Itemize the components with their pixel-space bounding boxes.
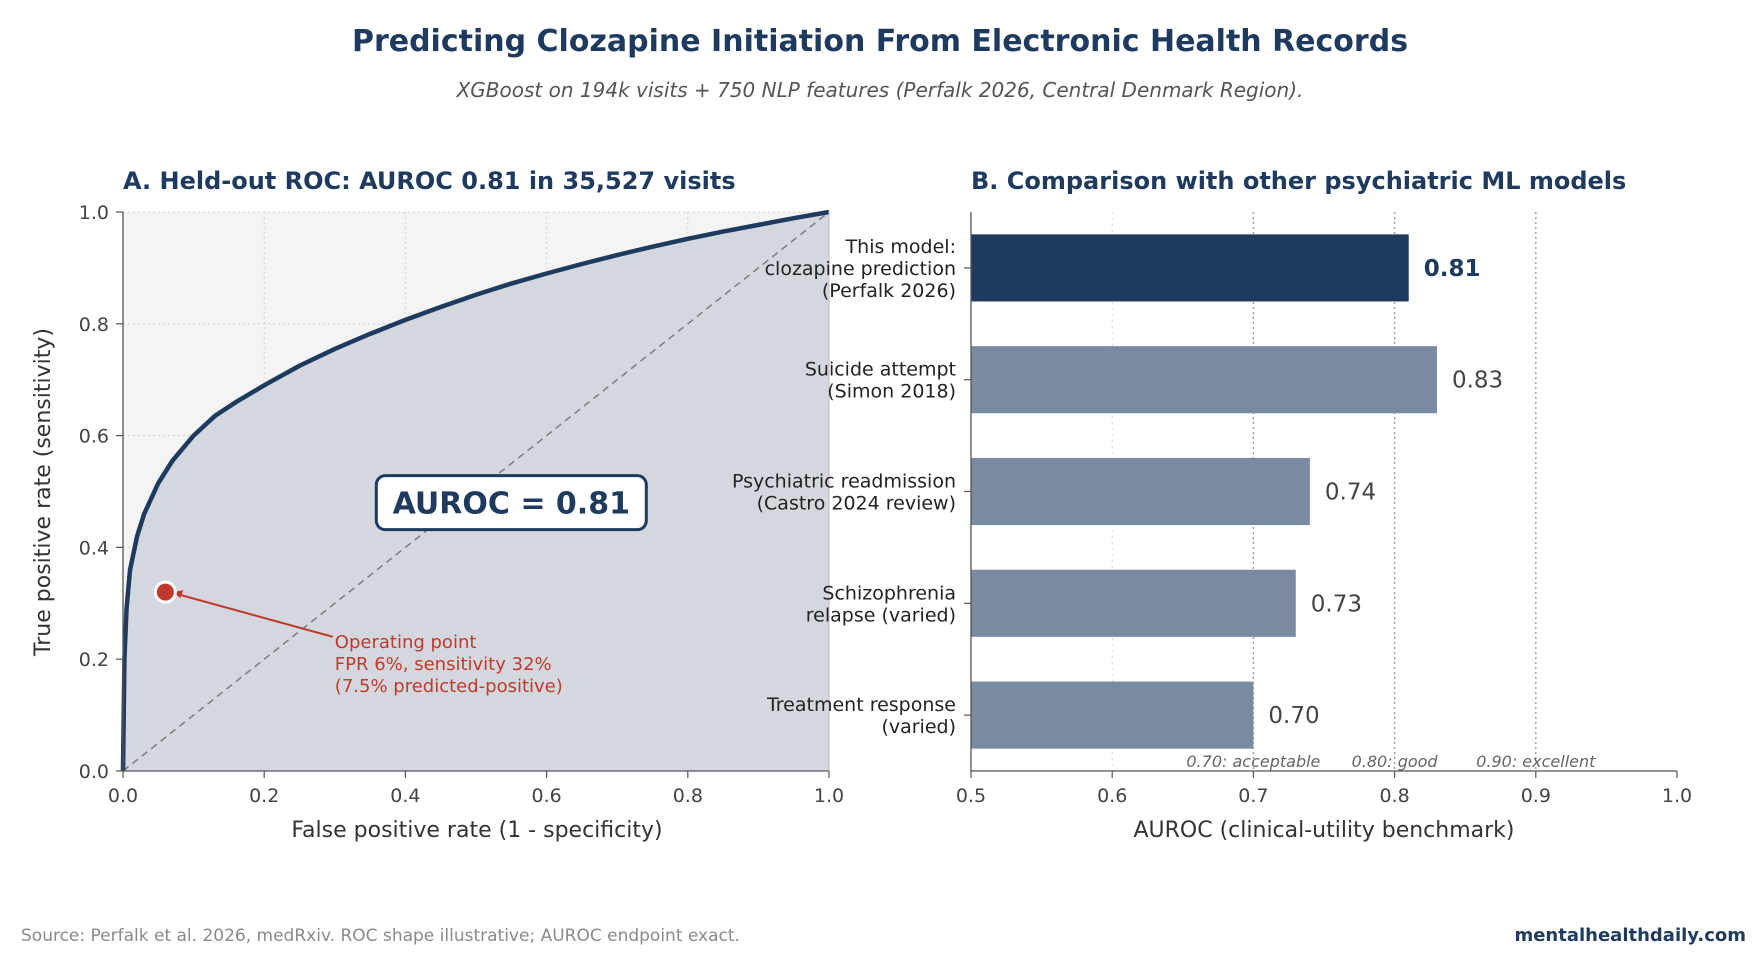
panel-a-y-axis-label: True positive rate (sensitivity) <box>31 328 56 657</box>
threshold-label: 0.90: excellent <box>1476 752 1596 771</box>
panel-b-x-tick-label: 0.5 <box>956 785 986 807</box>
panel-b-category-label: Suicide attempt <box>805 359 956 381</box>
source-note: Source: Perfalk et al. 2026, medRxiv. RO… <box>21 926 740 946</box>
panel-b-x-tick-label: 0.8 <box>1379 785 1409 807</box>
panel-a-x-tick-label: 0.6 <box>531 785 561 807</box>
comparison-bar <box>971 681 1254 749</box>
panel-b-x-tick-label: 0.7 <box>1238 785 1268 807</box>
panel-b-category-label: relapse (varied) <box>806 604 956 626</box>
operating-point-label: (7.5% predicted-positive) <box>335 676 563 697</box>
panel-b-title: B. Comparison with other psychiatric ML … <box>971 167 1626 195</box>
operating-point-arrow <box>177 593 334 638</box>
comparison-bar-value: 0.81 <box>1424 256 1481 282</box>
chart-subtitle: XGBoost on 194k visits + 750 NLP feature… <box>456 78 1304 102</box>
comparison-bar-value: 0.73 <box>1311 591 1362 617</box>
panel-b-category-label: (Perfalk 2026) <box>822 280 956 302</box>
panel-a-roc-curve <box>120 209 830 772</box>
comparison-bar <box>971 457 1310 526</box>
comparison-bar-value: 0.74 <box>1325 480 1376 506</box>
panel-a-x-tick-label: 0.4 <box>390 785 420 807</box>
panel-a-x-axis-label: False positive rate (1 - specificity) <box>291 818 662 843</box>
panel-b-category-label: (Simon 2018) <box>827 381 956 403</box>
panel-a-x-tick-label: 1.0 <box>814 785 844 807</box>
chart-title: Predicting Clozapine Initiation From Ele… <box>351 24 1409 59</box>
panel-b-x-tick-label: 1.0 <box>1662 785 1692 807</box>
comparison-bar <box>971 234 1409 302</box>
comparison-bar-value: 0.70 <box>1268 703 1319 729</box>
panel-b-category-label: Psychiatric readmission <box>732 471 956 493</box>
auroc-box <box>374 474 648 532</box>
panel-a-x-tick-label: 0.8 <box>673 785 703 807</box>
panel-b-category-label: Schizophrenia <box>822 582 956 604</box>
brand-link[interactable]: mentalhealthdaily.com <box>1514 925 1746 946</box>
comparison-bar <box>971 569 1296 637</box>
panel-a-y-tick-label: 0.2 <box>79 649 109 671</box>
comparison-bar-value: 0.83 <box>1452 368 1503 394</box>
operating-point-label: FPR 6%, sensitivity 32% <box>335 654 552 675</box>
panel-b-category-label: (varied) <box>881 716 956 738</box>
panel-a-y-tick-label: 0.8 <box>79 314 109 336</box>
panel-a-y-tick-label: 0.4 <box>79 537 109 559</box>
operating-point-marker <box>153 580 177 604</box>
panel-b-x-tick-label: 0.6 <box>1097 785 1127 807</box>
panel-b-x-axis-label: AUROC (clinical-utility benchmark) <box>1133 818 1514 843</box>
panel-a-x-tick-label: 0.2 <box>249 785 279 807</box>
auroc-box-label: AUROC = 0.81 <box>393 487 630 522</box>
panel-a-x-tick-label: 0.0 <box>108 785 138 807</box>
panel-a-y-tick-label: 0.6 <box>79 426 109 448</box>
panel-b-category-label: (Castro 2024 review) <box>757 493 956 515</box>
operating-point-label: Operating point <box>335 632 477 653</box>
panel-b-category-label: This model: <box>845 236 956 258</box>
panel-b-comparison: B. Comparison with other psychiatric ML … <box>732 167 1692 843</box>
comparison-bar <box>971 346 1437 414</box>
threshold-label: 0.80: good <box>1352 752 1439 771</box>
panel-b-category-label: clozapine prediction <box>765 258 956 280</box>
panel-a-y-tick-label: 1.0 <box>79 202 109 224</box>
panel-b-category-label: Treatment response <box>766 694 956 716</box>
panel-a-y-tick-label: 0.0 <box>79 761 109 783</box>
panel-a-roc: A. Held-out ROC: AUROC 0.81 in 35,527 vi… <box>31 167 844 843</box>
panel-a-title: A. Held-out ROC: AUROC 0.81 in 35,527 vi… <box>123 167 736 195</box>
threshold-label: 0.70: acceptable <box>1186 752 1320 771</box>
panel-b-x-tick-label: 0.9 <box>1521 785 1551 807</box>
